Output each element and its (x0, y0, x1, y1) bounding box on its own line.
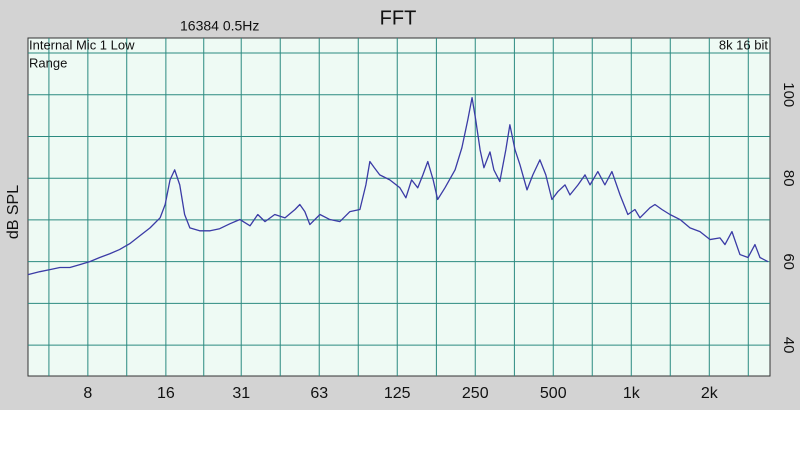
x-tick-label: 2k (701, 385, 719, 402)
chart-title: FFT (380, 7, 417, 29)
annotation: Range (29, 55, 67, 70)
x-tick-label: 125 (384, 385, 411, 402)
x-tick-label: 250 (462, 385, 489, 402)
y-tick-label: 40 (780, 337, 797, 354)
x-tick-label: 500 (540, 385, 567, 402)
x-tick-label: 1k (623, 385, 641, 402)
x-tick-label: 63 (310, 385, 328, 402)
marks (27, 97, 769, 276)
y-axis-label: dB SPL (5, 185, 22, 239)
y-tick-label: 100 (780, 82, 797, 107)
chart-subtitle: 16384 0.5Hz (180, 18, 259, 34)
fft-line (27, 97, 769, 276)
annotation: Internal Mic 1 Low (29, 37, 135, 52)
y-tick-label: 80 (780, 170, 797, 187)
x-tick-label: 16 (157, 385, 175, 402)
x-tick-label: 8 (83, 385, 92, 402)
grid (28, 38, 770, 376)
annotation: 8k 16 bit (719, 37, 769, 52)
x-tick-label: 31 (232, 385, 250, 402)
y-tick-label: 60 (780, 253, 797, 270)
